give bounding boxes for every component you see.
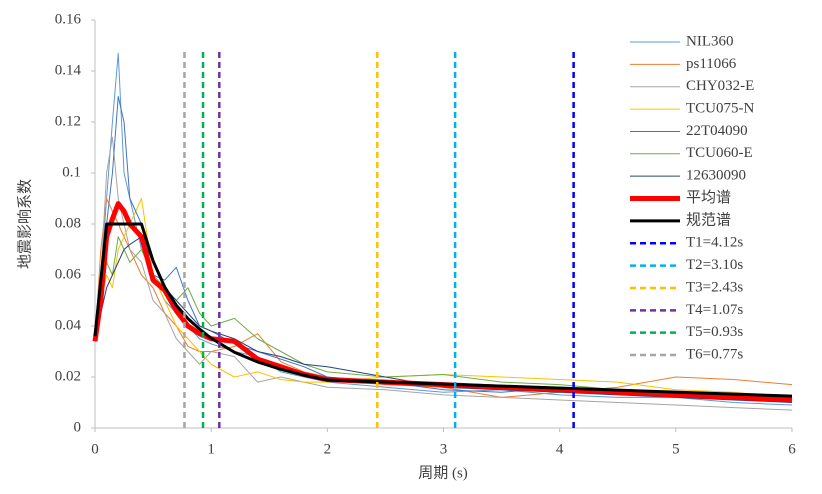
legend-label: 规范谱 — [686, 211, 731, 228]
x-tick-label: 0 — [91, 441, 99, 457]
y-tick-label: 0.14 — [55, 62, 82, 78]
series-line — [94, 52, 793, 406]
legend-label: TCU075-N — [686, 101, 754, 117]
legend-label: 22T04090 — [686, 123, 748, 139]
series-line — [94, 236, 793, 398]
legend-label: T4=1.07s — [686, 302, 743, 318]
y-tick-label: 0.08 — [55, 215, 81, 231]
y-tick-label: 0.12 — [55, 113, 81, 129]
legend-label: T2=3.10s — [686, 257, 743, 273]
x-axis-title: 周期 (s) — [418, 464, 468, 481]
legend-label: 12630090 — [686, 168, 746, 184]
legend-label: T5=0.93s — [686, 324, 743, 340]
y-tick-label: 0 — [74, 419, 82, 435]
legend-label: ps11066 — [686, 56, 737, 72]
y-tick-label: 0.02 — [55, 368, 81, 384]
legend-label: NIL360 — [686, 33, 734, 49]
legend-label: TCU060-E — [686, 145, 753, 161]
y-tick-label: 0.04 — [55, 317, 82, 333]
x-tick-label: 6 — [788, 441, 796, 457]
legend-label: T3=2.43s — [686, 279, 743, 295]
legend-label: T6=0.77s — [686, 346, 743, 362]
x-tick-label: 1 — [207, 441, 215, 457]
y-tick-label: 0.06 — [55, 266, 82, 282]
x-tick-label: 4 — [556, 441, 564, 457]
legend-label: 平均谱 — [686, 189, 731, 206]
y-axis-title: 地震影响系数 — [16, 179, 33, 269]
legend-label: T1=4.12s — [686, 235, 743, 251]
series-line — [94, 198, 793, 398]
x-tick-label: 3 — [440, 441, 448, 457]
legend-label: CHY032-E — [686, 78, 754, 94]
series-line — [93, 222, 793, 398]
x-tick-label: 2 — [324, 441, 332, 457]
y-tick-label: 0.16 — [55, 11, 82, 27]
y-tick-label: 0.1 — [62, 164, 81, 180]
series-line — [94, 236, 793, 403]
x-tick-label: 5 — [672, 441, 680, 457]
